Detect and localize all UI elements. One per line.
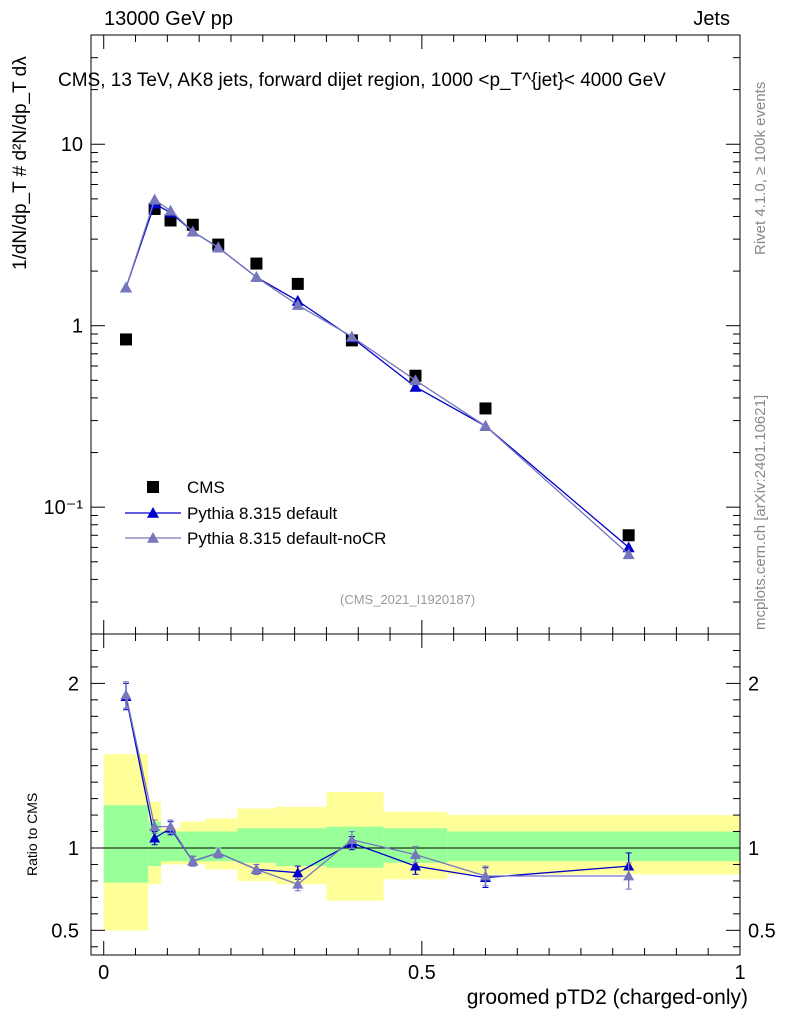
legend-entry-label: Pythia 8.315 default [187, 504, 338, 523]
cms-data-point [291, 277, 304, 290]
pythia-nocr-point [148, 193, 161, 205]
ratio-default-point [149, 832, 161, 843]
cms-data-point [186, 218, 199, 231]
cms-data-point [622, 529, 635, 542]
ratio-y-tick-label: 1 [68, 838, 79, 860]
ratio-y-tick-label-right: 0.5 [748, 920, 776, 942]
legend-triangle-marker [147, 532, 159, 543]
mcplots-side-label: mcplots.cern.ch [arXiv:2401.10621] [752, 394, 769, 630]
cms-data-point [119, 333, 132, 346]
ratio-nocr-point [250, 863, 262, 874]
ratio-default-point [292, 867, 304, 878]
ratio-nocr-point [292, 878, 304, 889]
pythia-nocr-point [622, 548, 635, 560]
pythia-nocr-point [186, 225, 199, 237]
ratio-y-tick-label-right: 2 [748, 673, 759, 695]
ratio-nocr-point [187, 855, 199, 866]
x-tick-label: 0.5 [408, 962, 436, 984]
plot-title: CMS, 13 TeV, AK8 jets, forward dijet reg… [58, 70, 666, 91]
ratio-nocr-point [346, 834, 358, 845]
energy-label: 13000 GeV pp [104, 8, 233, 30]
pythia-nocr-point [164, 204, 177, 216]
cms-data-point [479, 402, 492, 415]
main-y-tick-label: 10⁻¹ [44, 497, 84, 519]
inner-uncertainty-band [237, 828, 276, 863]
ratio-y-tick-label: 0.5 [51, 920, 79, 942]
inner-uncertainty-band [103, 805, 149, 883]
rivet-side-label: Rivet 4.1.0, ≥ 100k events [752, 81, 769, 255]
ratio-panel-frame [90, 633, 741, 956]
pythia-nocr-point [250, 271, 263, 283]
ratio-nocr-point [623, 870, 635, 881]
ratio-nocr-point [120, 689, 132, 700]
inner-uncertainty-band [275, 828, 327, 867]
inner-uncertainty-band [160, 831, 181, 862]
inner-uncertainty-band [530, 831, 740, 862]
inner-uncertainty-band [447, 831, 531, 862]
pythia-nocr-line [125, 198, 630, 555]
ratio-nocr-point [165, 821, 177, 831]
x-axis-label: groomed pTD2 (charged-only) [466, 986, 748, 1009]
pythia-nocr-point [119, 281, 132, 293]
ratio-nocr-point [212, 847, 224, 858]
pythia-nocr-point [291, 299, 304, 310]
ratio-nocr-point [410, 849, 421, 859]
x-tick-label: 1 [734, 962, 745, 984]
main-y-tick-label: 1 [72, 316, 83, 338]
category-label: Jets [693, 8, 730, 30]
ratio-nocr-point [479, 870, 491, 881]
ratio-nocr-point [149, 821, 161, 831]
pythia-default-point [622, 541, 635, 553]
pythia-nocr-point [345, 330, 358, 342]
ratio-default-point [410, 860, 421, 871]
x-tick-label: 0 [98, 962, 109, 984]
ratio-y-tick-label-right: 1 [748, 838, 759, 860]
legend-entry-label: CMS [187, 478, 225, 497]
pythia-default-point [409, 380, 422, 392]
main-y-tick-label: 10 [61, 134, 83, 156]
ratio-y-tick-label: 2 [68, 673, 79, 695]
analysis-watermark: (CMS_2021_I1920187) [340, 592, 476, 607]
main-y-axis-label: 1/dN/dp_T # d²N/dp_T dλ [10, 56, 31, 270]
legend-cms-marker [147, 481, 159, 493]
pythia-nocr-point [479, 420, 492, 431]
legend-triangle-marker [147, 507, 159, 518]
pythia-nocr-point [212, 241, 225, 253]
ratio-y-axis-label: Ratio to CMS [24, 792, 40, 876]
cms-data-point [250, 257, 263, 270]
cms-data-point [164, 214, 177, 227]
pythia-nocr-point [409, 374, 422, 386]
legend-entry-label: Pythia 8.315 default-noCR [187, 529, 386, 548]
